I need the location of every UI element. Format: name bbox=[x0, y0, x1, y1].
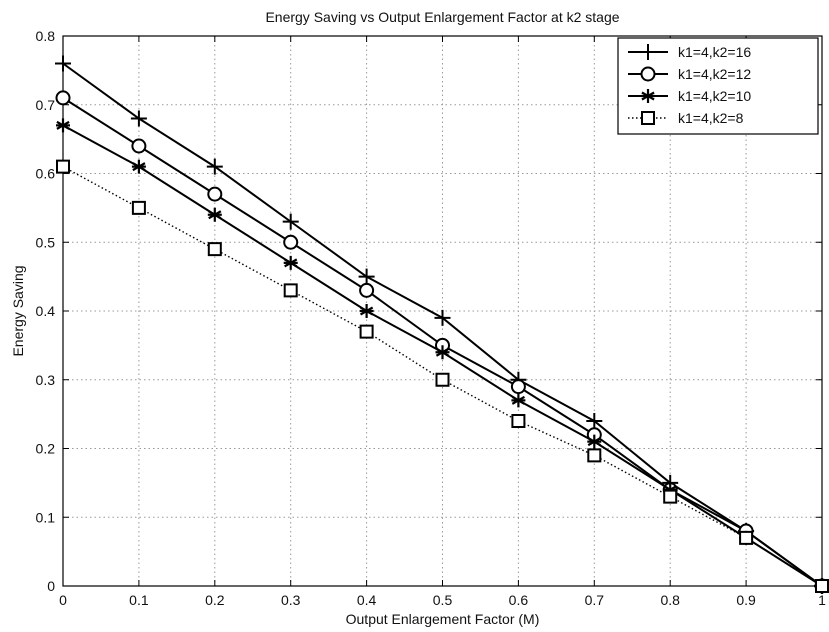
data-point bbox=[55, 55, 71, 72]
data-point bbox=[435, 372, 450, 387]
legend-item: k1=4,k2=12 bbox=[628, 66, 751, 82]
x-tick-label: 0.1 bbox=[129, 592, 149, 608]
data-point bbox=[359, 282, 375, 298]
data-point bbox=[815, 579, 829, 593]
legend-marker bbox=[641, 111, 655, 125]
series-4 bbox=[56, 159, 829, 593]
x-tick-label: 0.3 bbox=[281, 592, 301, 608]
y-tick-label: 0.5 bbox=[36, 234, 56, 250]
legend-label: k1=4,k2=8 bbox=[678, 110, 744, 126]
x-tick-label: 0.7 bbox=[585, 592, 605, 608]
x-tick-label: 1 bbox=[818, 592, 826, 608]
series-layer bbox=[55, 55, 829, 594]
data-point bbox=[130, 110, 147, 127]
data-point bbox=[663, 489, 678, 504]
chart-title: Energy Saving vs Output Enlargement Fact… bbox=[265, 9, 619, 25]
x-tick-label: 0.2 bbox=[205, 592, 225, 608]
y-tick-label: 0.1 bbox=[36, 509, 56, 525]
data-point bbox=[207, 242, 222, 257]
x-tick-label: 0 bbox=[59, 592, 67, 608]
legend-label: k1=4,k2=16 bbox=[678, 44, 751, 60]
data-point bbox=[283, 234, 299, 250]
x-tick-label: 0.9 bbox=[736, 592, 756, 608]
y-tick-label: 0 bbox=[47, 578, 55, 594]
data-point bbox=[358, 268, 375, 285]
legend-marker bbox=[640, 44, 656, 60]
y-axis-label: Energy Saving bbox=[10, 265, 26, 356]
y-tick-label: 0.2 bbox=[36, 441, 56, 457]
data-point bbox=[56, 118, 70, 133]
x-axis-label: Output Enlargement Factor (M) bbox=[346, 611, 540, 627]
data-point bbox=[56, 159, 70, 174]
data-point bbox=[434, 309, 451, 326]
data-point bbox=[359, 324, 374, 339]
series-line bbox=[62, 166, 823, 587]
x-tick-label: 0.4 bbox=[357, 592, 377, 608]
x-tick-label: 0.8 bbox=[660, 592, 680, 608]
y-tick-label: 0.3 bbox=[36, 372, 56, 388]
y-tick-label: 0.4 bbox=[36, 303, 56, 319]
legend-marker bbox=[640, 66, 656, 82]
y-tick-label: 0.7 bbox=[36, 97, 56, 113]
y-tick-label: 0.8 bbox=[36, 28, 56, 44]
data-point bbox=[739, 530, 754, 545]
data-point bbox=[359, 304, 374, 318]
legend-marker bbox=[641, 89, 655, 103]
legend-label: k1=4,k2=10 bbox=[678, 88, 751, 104]
data-point bbox=[131, 138, 147, 154]
data-point bbox=[207, 207, 222, 222]
data-point bbox=[587, 434, 602, 449]
data-point bbox=[511, 414, 526, 428]
data-point bbox=[586, 413, 603, 429]
y-tick-label: 0.6 bbox=[36, 166, 56, 182]
data-point bbox=[282, 213, 299, 230]
data-point bbox=[283, 255, 298, 270]
data-point bbox=[510, 379, 526, 395]
legend-item: k1=4,k2=16 bbox=[628, 44, 751, 60]
data-point bbox=[55, 90, 71, 106]
data-point bbox=[511, 393, 526, 408]
x-tick-label: 0.6 bbox=[509, 592, 529, 608]
axis-ticks: 0 0.1 0.2 0.3 0.4 0.5 0.6 0.7 0.8 0.9 1 0 0.1 0.2 0.3 0… bbox=[36, 28, 827, 608]
x-tick-label: 0.5 bbox=[433, 592, 453, 608]
legend: k1=4,k2=16 k1=4,k2=12 k1=4,k2=10 k1=4,k2=8 bbox=[617, 37, 819, 135]
data-point bbox=[283, 283, 298, 298]
legend-item: k1=4,k2=10 bbox=[628, 88, 751, 104]
data-point bbox=[131, 200, 146, 215]
legend-item: k1=4,k2=8 bbox=[628, 110, 744, 126]
data-point bbox=[131, 159, 146, 174]
data-point bbox=[435, 345, 450, 360]
data-point bbox=[587, 448, 602, 463]
data-point bbox=[206, 158, 223, 175]
legend-label: k1=4,k2=12 bbox=[678, 66, 751, 82]
data-point bbox=[207, 186, 223, 202]
